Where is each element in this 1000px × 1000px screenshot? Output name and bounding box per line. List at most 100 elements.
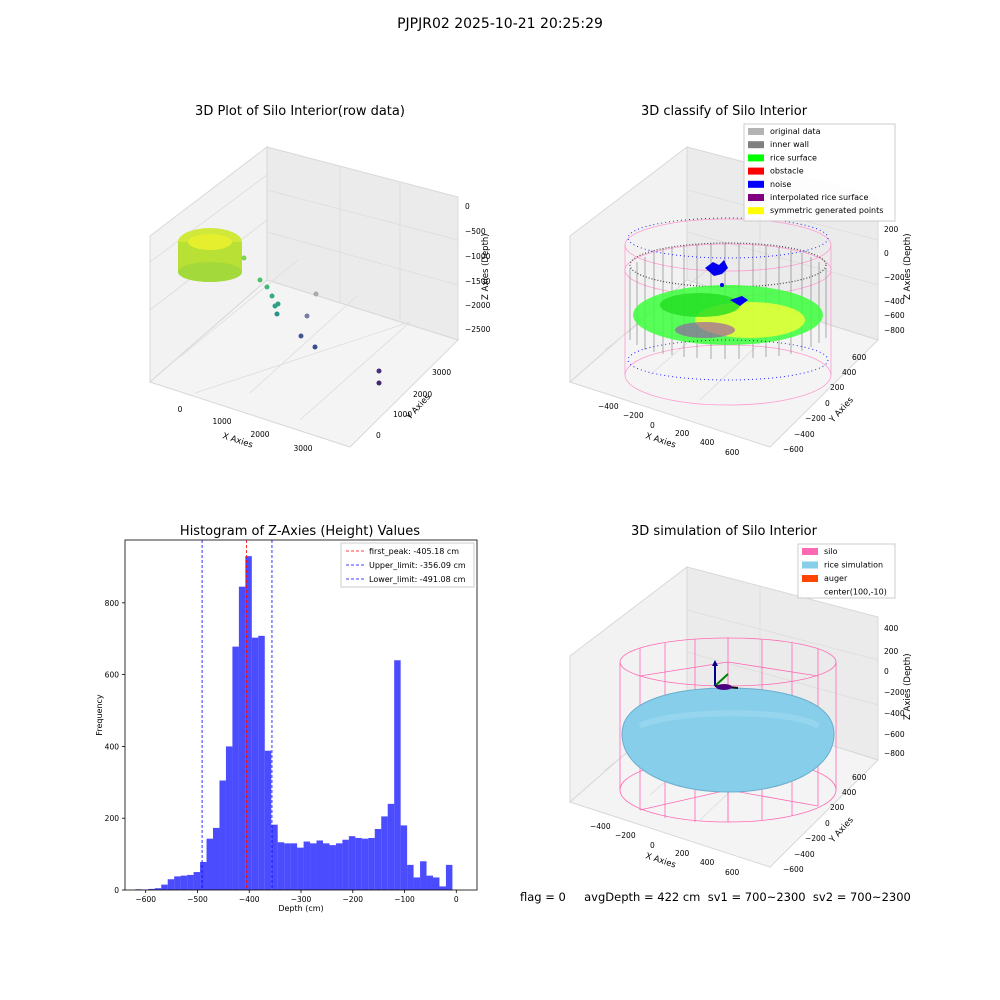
sim-ztick: 0 bbox=[884, 667, 889, 676]
histogram-bar bbox=[368, 837, 375, 890]
classify-xtick: 0 bbox=[650, 421, 655, 430]
sim-xtick: −400 bbox=[590, 822, 611, 831]
legend-swatch bbox=[748, 207, 764, 215]
legend-swatch bbox=[802, 561, 818, 569]
histogram-bar bbox=[251, 637, 259, 890]
classify-ztick: 200 bbox=[884, 225, 899, 234]
histogram-bar bbox=[148, 888, 155, 890]
histogram-bar bbox=[316, 840, 323, 890]
histogram-bar bbox=[303, 841, 311, 890]
histogram-legend-label: first_peak: -405.18 cm bbox=[369, 547, 459, 556]
classify-ytick: 400 bbox=[842, 368, 857, 377]
histogram-bar bbox=[225, 746, 233, 890]
histogram-bar bbox=[361, 838, 369, 890]
classify-legend-entries: original data inner wall rice surface obsta… bbox=[748, 127, 883, 215]
legend-swatch bbox=[802, 575, 818, 582]
sim-ylabel: Y Axies bbox=[827, 815, 856, 846]
histogram-bar bbox=[400, 825, 408, 890]
classify-xtick: 400 bbox=[700, 438, 715, 447]
raw-ring-inner bbox=[188, 234, 232, 250]
classify-legend bbox=[743, 123, 896, 222]
noise-cluster bbox=[705, 260, 728, 276]
histogram-bar bbox=[355, 837, 362, 890]
sim-xtick: 0 bbox=[650, 841, 655, 850]
histogram-ytick-label: 400 bbox=[105, 742, 120, 751]
classify-ytick: −200 bbox=[805, 414, 826, 423]
histogram-legend-entries: first_peak: -405.18 cm Upper_limit: -356.… bbox=[346, 547, 466, 584]
legend-swatch bbox=[802, 548, 818, 555]
classify-plot-title: 3D classify of Silo Interior bbox=[640, 104, 808, 119]
sim-zlabel: Z Axies (Depth) bbox=[903, 653, 913, 720]
classify-ytick: 200 bbox=[830, 383, 845, 392]
sim-ytick: 600 bbox=[852, 773, 867, 782]
raw-plot-title: 3D Plot of Silo Interior(row data) bbox=[195, 104, 405, 119]
histogram-y-ticks: 0 200 400 600 800 bbox=[105, 599, 125, 895]
classify-xtick: 600 bbox=[725, 448, 740, 457]
classify-ytick: 600 bbox=[852, 353, 867, 362]
legend-swatch bbox=[748, 194, 764, 201]
histogram-bar bbox=[426, 875, 433, 890]
histogram-xtick-label: −500 bbox=[187, 895, 208, 904]
sim-ytick: −400 bbox=[794, 850, 815, 859]
histogram-legend-label: Lower_limit: -491.08 cm bbox=[369, 575, 466, 584]
histogram-bar bbox=[407, 864, 414, 890]
legend-swatch bbox=[748, 141, 764, 149]
raw-xtick: 1000 bbox=[212, 417, 231, 426]
histogram-bar bbox=[374, 828, 382, 890]
sim-ztick: 400 bbox=[884, 624, 899, 633]
status-footer: flag = 0 avgDepth = 422 cm sv1 = 700~230… bbox=[520, 890, 911, 904]
legend-label: symmetric generated points bbox=[770, 206, 883, 215]
classify-xtick: 200 bbox=[675, 429, 690, 438]
raw-ytick: 2000 bbox=[413, 390, 432, 399]
histogram-bar bbox=[413, 877, 421, 890]
histogram-xtick-label: −200 bbox=[342, 895, 363, 904]
histogram-ylabel: Frequency bbox=[95, 694, 104, 736]
histogram-bar bbox=[290, 843, 298, 890]
histogram-bar bbox=[271, 824, 278, 890]
histogram-bar bbox=[193, 872, 201, 890]
legend-label: auger bbox=[824, 574, 848, 583]
classify-zlabel: Z Axies (Depth) bbox=[903, 233, 913, 300]
raw-ztick: −1000 bbox=[465, 252, 491, 261]
histogram-bar bbox=[297, 847, 304, 890]
histogram-chart: −600 −500 −400 −300 −200 −100 0 0200400600800 … bbox=[95, 539, 478, 913]
histogram-bar bbox=[213, 827, 220, 890]
sim-ztick: −200 bbox=[884, 688, 905, 697]
sim-ytick: −200 bbox=[805, 834, 826, 843]
raw-ztick: 0 bbox=[465, 202, 470, 211]
classify-ztick: −400 bbox=[884, 297, 905, 306]
histogram-bar bbox=[310, 843, 317, 890]
sim-ztick: −800 bbox=[884, 749, 905, 758]
histogram-bar bbox=[277, 842, 285, 890]
raw-xtick: 3000 bbox=[293, 444, 312, 453]
histogram-bar bbox=[420, 861, 427, 890]
histogram-bar bbox=[258, 635, 265, 890]
histogram-bar bbox=[154, 888, 162, 890]
histogram-reference-lines bbox=[201, 540, 273, 890]
histogram-bar bbox=[284, 843, 291, 890]
histogram-bar bbox=[381, 816, 388, 890]
raw-xtick: 0 bbox=[178, 405, 183, 414]
legend-swatch bbox=[748, 180, 764, 188]
legend-label: center(100,-10) bbox=[824, 588, 887, 597]
raw-ytick: 3000 bbox=[432, 368, 451, 377]
histogram-legend-label: Upper_limit: -356.09 cm bbox=[369, 561, 466, 570]
classify-ytick: −400 bbox=[794, 430, 815, 439]
classify-xtick: −400 bbox=[598, 402, 619, 411]
legend-label: obstacle bbox=[770, 167, 804, 176]
histogram-bar bbox=[264, 750, 272, 890]
histogram-ytick-label: 200 bbox=[105, 814, 120, 823]
classify-ytick: −600 bbox=[783, 445, 804, 454]
histogram-bar bbox=[206, 838, 213, 890]
histogram-bar bbox=[238, 586, 246, 890]
legend-swatch bbox=[748, 167, 764, 175]
histogram-bars bbox=[135, 556, 453, 890]
histogram-xlabel: Depth (cm) bbox=[278, 904, 323, 913]
raw-3d-plot: 0 1000 2000 3000 0 1000 2000 3000 0 −500… bbox=[149, 145, 491, 453]
raw-floor-pane bbox=[149, 279, 459, 448]
histogram-xtick-label: −600 bbox=[135, 895, 156, 904]
histogram-title: Histogram of Z-Axies (Height) Values bbox=[179, 524, 421, 539]
sim-xtick: −200 bbox=[615, 831, 636, 840]
histogram-bar bbox=[387, 803, 395, 890]
raw-ztick: −1500 bbox=[465, 277, 491, 286]
